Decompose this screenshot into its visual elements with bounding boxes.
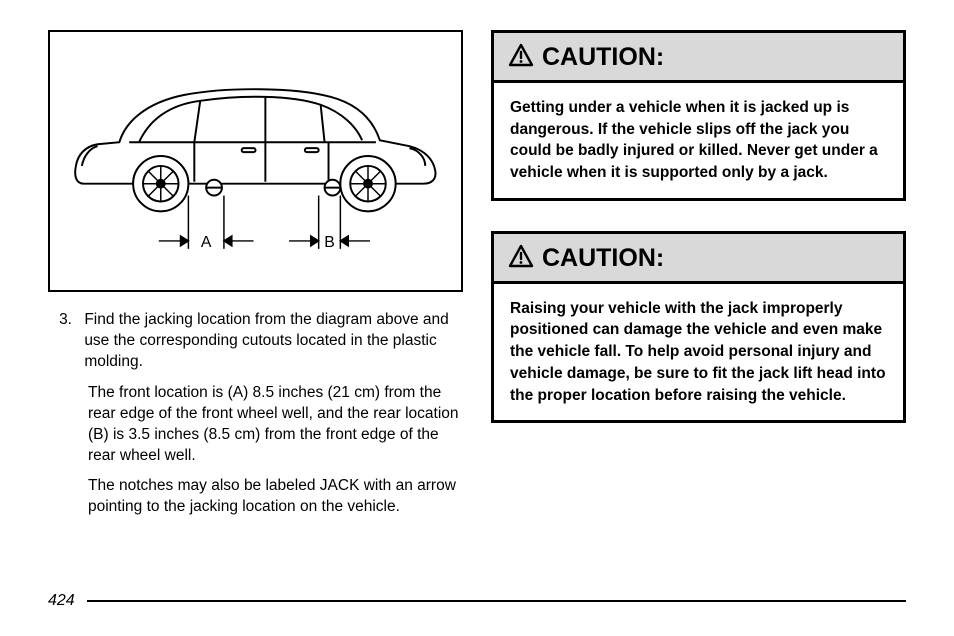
warning-icon bbox=[508, 244, 534, 273]
warning-icon bbox=[508, 43, 534, 72]
caution-1-header: CAUTION: bbox=[491, 30, 906, 83]
jacking-diagram: A B bbox=[48, 30, 463, 292]
step-text-1: Find the jacking location from the diagr… bbox=[84, 310, 461, 373]
page-number: 424 bbox=[48, 592, 75, 610]
diagram-label-b: B bbox=[324, 234, 335, 251]
instructions-block: 3. Find the jacking location from the di… bbox=[48, 310, 463, 528]
right-column: CAUTION: Getting under a vehicle when it… bbox=[491, 30, 906, 570]
left-column: A B 3. Find the jacking location from th… bbox=[48, 30, 463, 570]
caution-2-header: CAUTION: bbox=[491, 231, 906, 284]
page-footer: 424 bbox=[48, 592, 906, 610]
step-number: 3. bbox=[48, 310, 80, 331]
caution-box-1: CAUTION: Getting under a vehicle when it… bbox=[491, 30, 906, 231]
footer-rule bbox=[87, 600, 906, 602]
diagram-label-a: A bbox=[201, 234, 212, 251]
step-text-2: The front location is (A) 8.5 inches (21… bbox=[88, 383, 463, 467]
caution-1-body: Getting under a vehicle when it is jacke… bbox=[491, 83, 906, 201]
caution-2-title: CAUTION: bbox=[542, 244, 664, 273]
step-text-3: The notches may also be labeled JACK wit… bbox=[88, 476, 463, 518]
page-content: A B 3. Find the jacking location from th… bbox=[48, 30, 906, 570]
caution-1-title: CAUTION: bbox=[542, 43, 664, 72]
caution-box-2: CAUTION: Raising your vehicle with the j… bbox=[491, 231, 906, 453]
car-illustration: A B bbox=[68, 44, 443, 278]
caution-2-body: Raising your vehicle with the jack impro… bbox=[491, 284, 906, 423]
